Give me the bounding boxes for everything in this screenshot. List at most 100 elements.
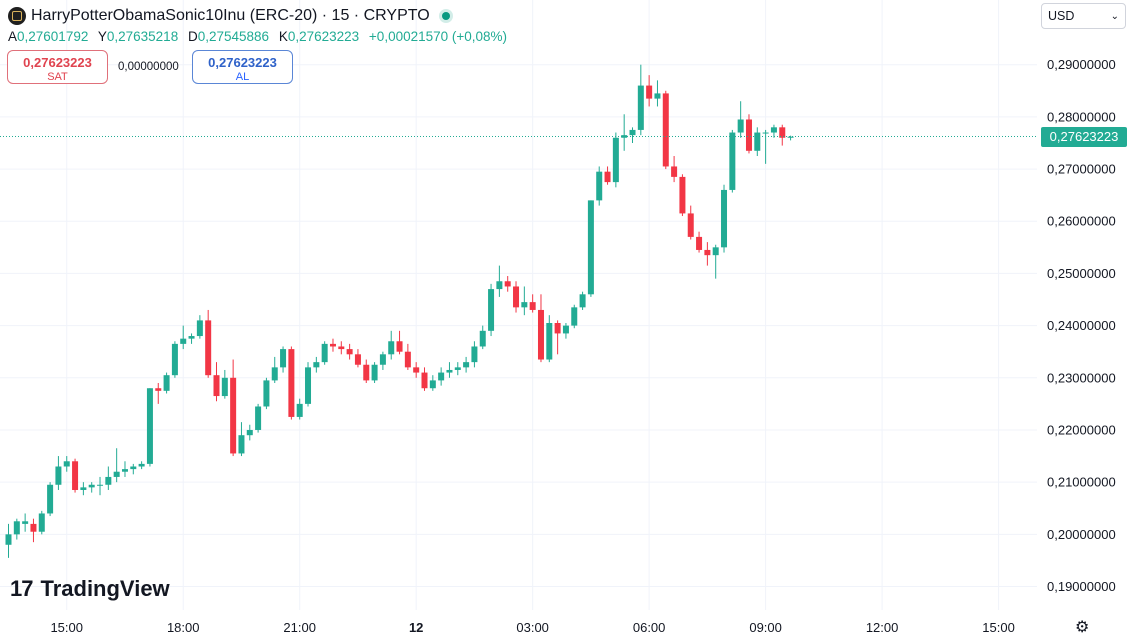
candle-body	[787, 136, 794, 138]
time-tick-label: 21:00	[283, 620, 316, 635]
candle-body	[346, 349, 353, 355]
candle-body	[338, 346, 345, 350]
candle-body	[13, 521, 20, 535]
price-tick-label: 0,20000000	[1047, 527, 1116, 542]
time-tick-label: 03:00	[516, 620, 549, 635]
candle-body	[138, 463, 145, 467]
candle-body	[770, 127, 777, 133]
candle-body	[488, 289, 495, 331]
time-tick-label: 15:00	[50, 620, 83, 635]
buy-price: 0,27623223	[208, 55, 277, 70]
candle-body	[479, 330, 486, 347]
time-tick-label: 12	[409, 620, 423, 635]
ohlc-legend: A0,27601792 Y0,27635218 D0,27545886 K0,2…	[8, 29, 513, 44]
candle-body	[529, 302, 536, 310]
time-axis[interactable]: 15:00 18:00 21:00 12 03:00 06:00 09:00 12:00 15:…	[50, 620, 1014, 635]
candle-body	[438, 372, 445, 381]
time-tick-label: 06:00	[633, 620, 666, 635]
candle-body	[80, 487, 87, 490]
buy-button[interactable]: 0,27623223 AL	[192, 50, 293, 84]
time-tick-label: 12:00	[866, 620, 899, 635]
candle-body	[271, 367, 278, 381]
candle-body	[263, 380, 270, 407]
price-tick-label: 0,29000000	[1047, 57, 1116, 72]
candle-body	[171, 343, 178, 376]
spread-value: 0,00000000	[118, 61, 179, 73]
buy-label: AL	[235, 71, 250, 83]
ohlc-close-value: 0,27623223	[287, 29, 360, 44]
tradingview-logo[interactable]: 17 TradingView	[10, 576, 170, 602]
candle-body	[471, 346, 478, 363]
price-tick-label: 0,25000000	[1047, 266, 1116, 281]
candle-body	[221, 377, 228, 397]
candle-body	[762, 132, 769, 134]
candle-body	[38, 513, 45, 532]
gear-icon[interactable]: ⚙	[1075, 619, 1090, 636]
candle-body	[779, 127, 786, 138]
candle-body	[113, 471, 120, 477]
candle-body	[604, 171, 611, 183]
candle-body	[687, 213, 694, 237]
candle-body	[388, 341, 395, 355]
candle-body	[47, 484, 54, 514]
candle-body	[513, 286, 520, 308]
candle-body	[363, 364, 370, 381]
candle-body	[596, 171, 603, 201]
candle-body	[321, 343, 328, 363]
coin-logo-icon	[8, 7, 26, 25]
candle-body	[396, 341, 403, 352]
sell-button[interactable]: 0,27623223 SAT	[7, 50, 108, 84]
candle-body	[354, 354, 361, 365]
price-axis[interactable]: 0,19000000 0,20000000 0,21000000 0,22000000…	[1047, 57, 1116, 594]
candle-body	[246, 429, 253, 436]
currency-select[interactable]: USD ⌄	[1041, 3, 1126, 29]
candle-body	[454, 367, 461, 370]
chevron-down-icon: ⌄	[1110, 10, 1119, 22]
price-tick-label: 0,27000000	[1047, 162, 1116, 177]
candle-body	[404, 351, 411, 368]
candle-body	[579, 294, 586, 308]
candle-body	[22, 521, 29, 524]
candle-body	[546, 323, 553, 360]
candle-body	[679, 176, 686, 214]
candle-body	[646, 85, 653, 99]
ohlc-low-key: D	[187, 29, 198, 44]
candle-body	[554, 323, 561, 334]
market-status-icon[interactable]	[441, 12, 450, 20]
time-tick-label: 15:00	[982, 620, 1015, 635]
price-tick-label: 0,24000000	[1047, 318, 1116, 333]
candle-body	[737, 119, 744, 133]
candle-body	[230, 377, 237, 454]
candle-body	[146, 388, 153, 464]
candle-body	[754, 132, 761, 151]
time-tick-label: 09:00	[749, 620, 782, 635]
price-tick-label: 0,22000000	[1047, 422, 1116, 437]
candle-body	[379, 354, 386, 365]
candle-body	[121, 469, 128, 472]
candle-body	[521, 302, 528, 308]
candle-body	[496, 281, 503, 290]
grid-lines	[0, 0, 1037, 610]
candle-body	[729, 132, 736, 190]
tradingview-mark-icon: 17	[10, 576, 34, 601]
candle-body	[305, 367, 312, 404]
candle-body	[196, 320, 203, 337]
symbol-title[interactable]: HarryPotterObamaSonic10Inu (ERC-20) · 15…	[31, 7, 430, 24]
last-price-label: 0,27623223	[1041, 126, 1127, 147]
candle-body	[130, 466, 137, 470]
candle-body	[587, 200, 594, 295]
sell-price: 0,27623223	[23, 55, 92, 70]
candle-body	[446, 369, 453, 373]
candle-body	[280, 349, 287, 368]
candle-body	[329, 343, 336, 347]
candle-body	[721, 189, 728, 248]
candle-body	[105, 476, 112, 485]
ohlc-open-key: A	[8, 29, 18, 44]
ohlc-low-value: 0,27545886	[197, 29, 270, 44]
candle-body	[629, 129, 636, 136]
candle-body	[413, 367, 420, 373]
symbol-header: HarryPotterObamaSonic10Inu (ERC-20) · 15…	[8, 5, 450, 27]
candle-body	[97, 484, 104, 486]
candle-body	[205, 320, 212, 376]
